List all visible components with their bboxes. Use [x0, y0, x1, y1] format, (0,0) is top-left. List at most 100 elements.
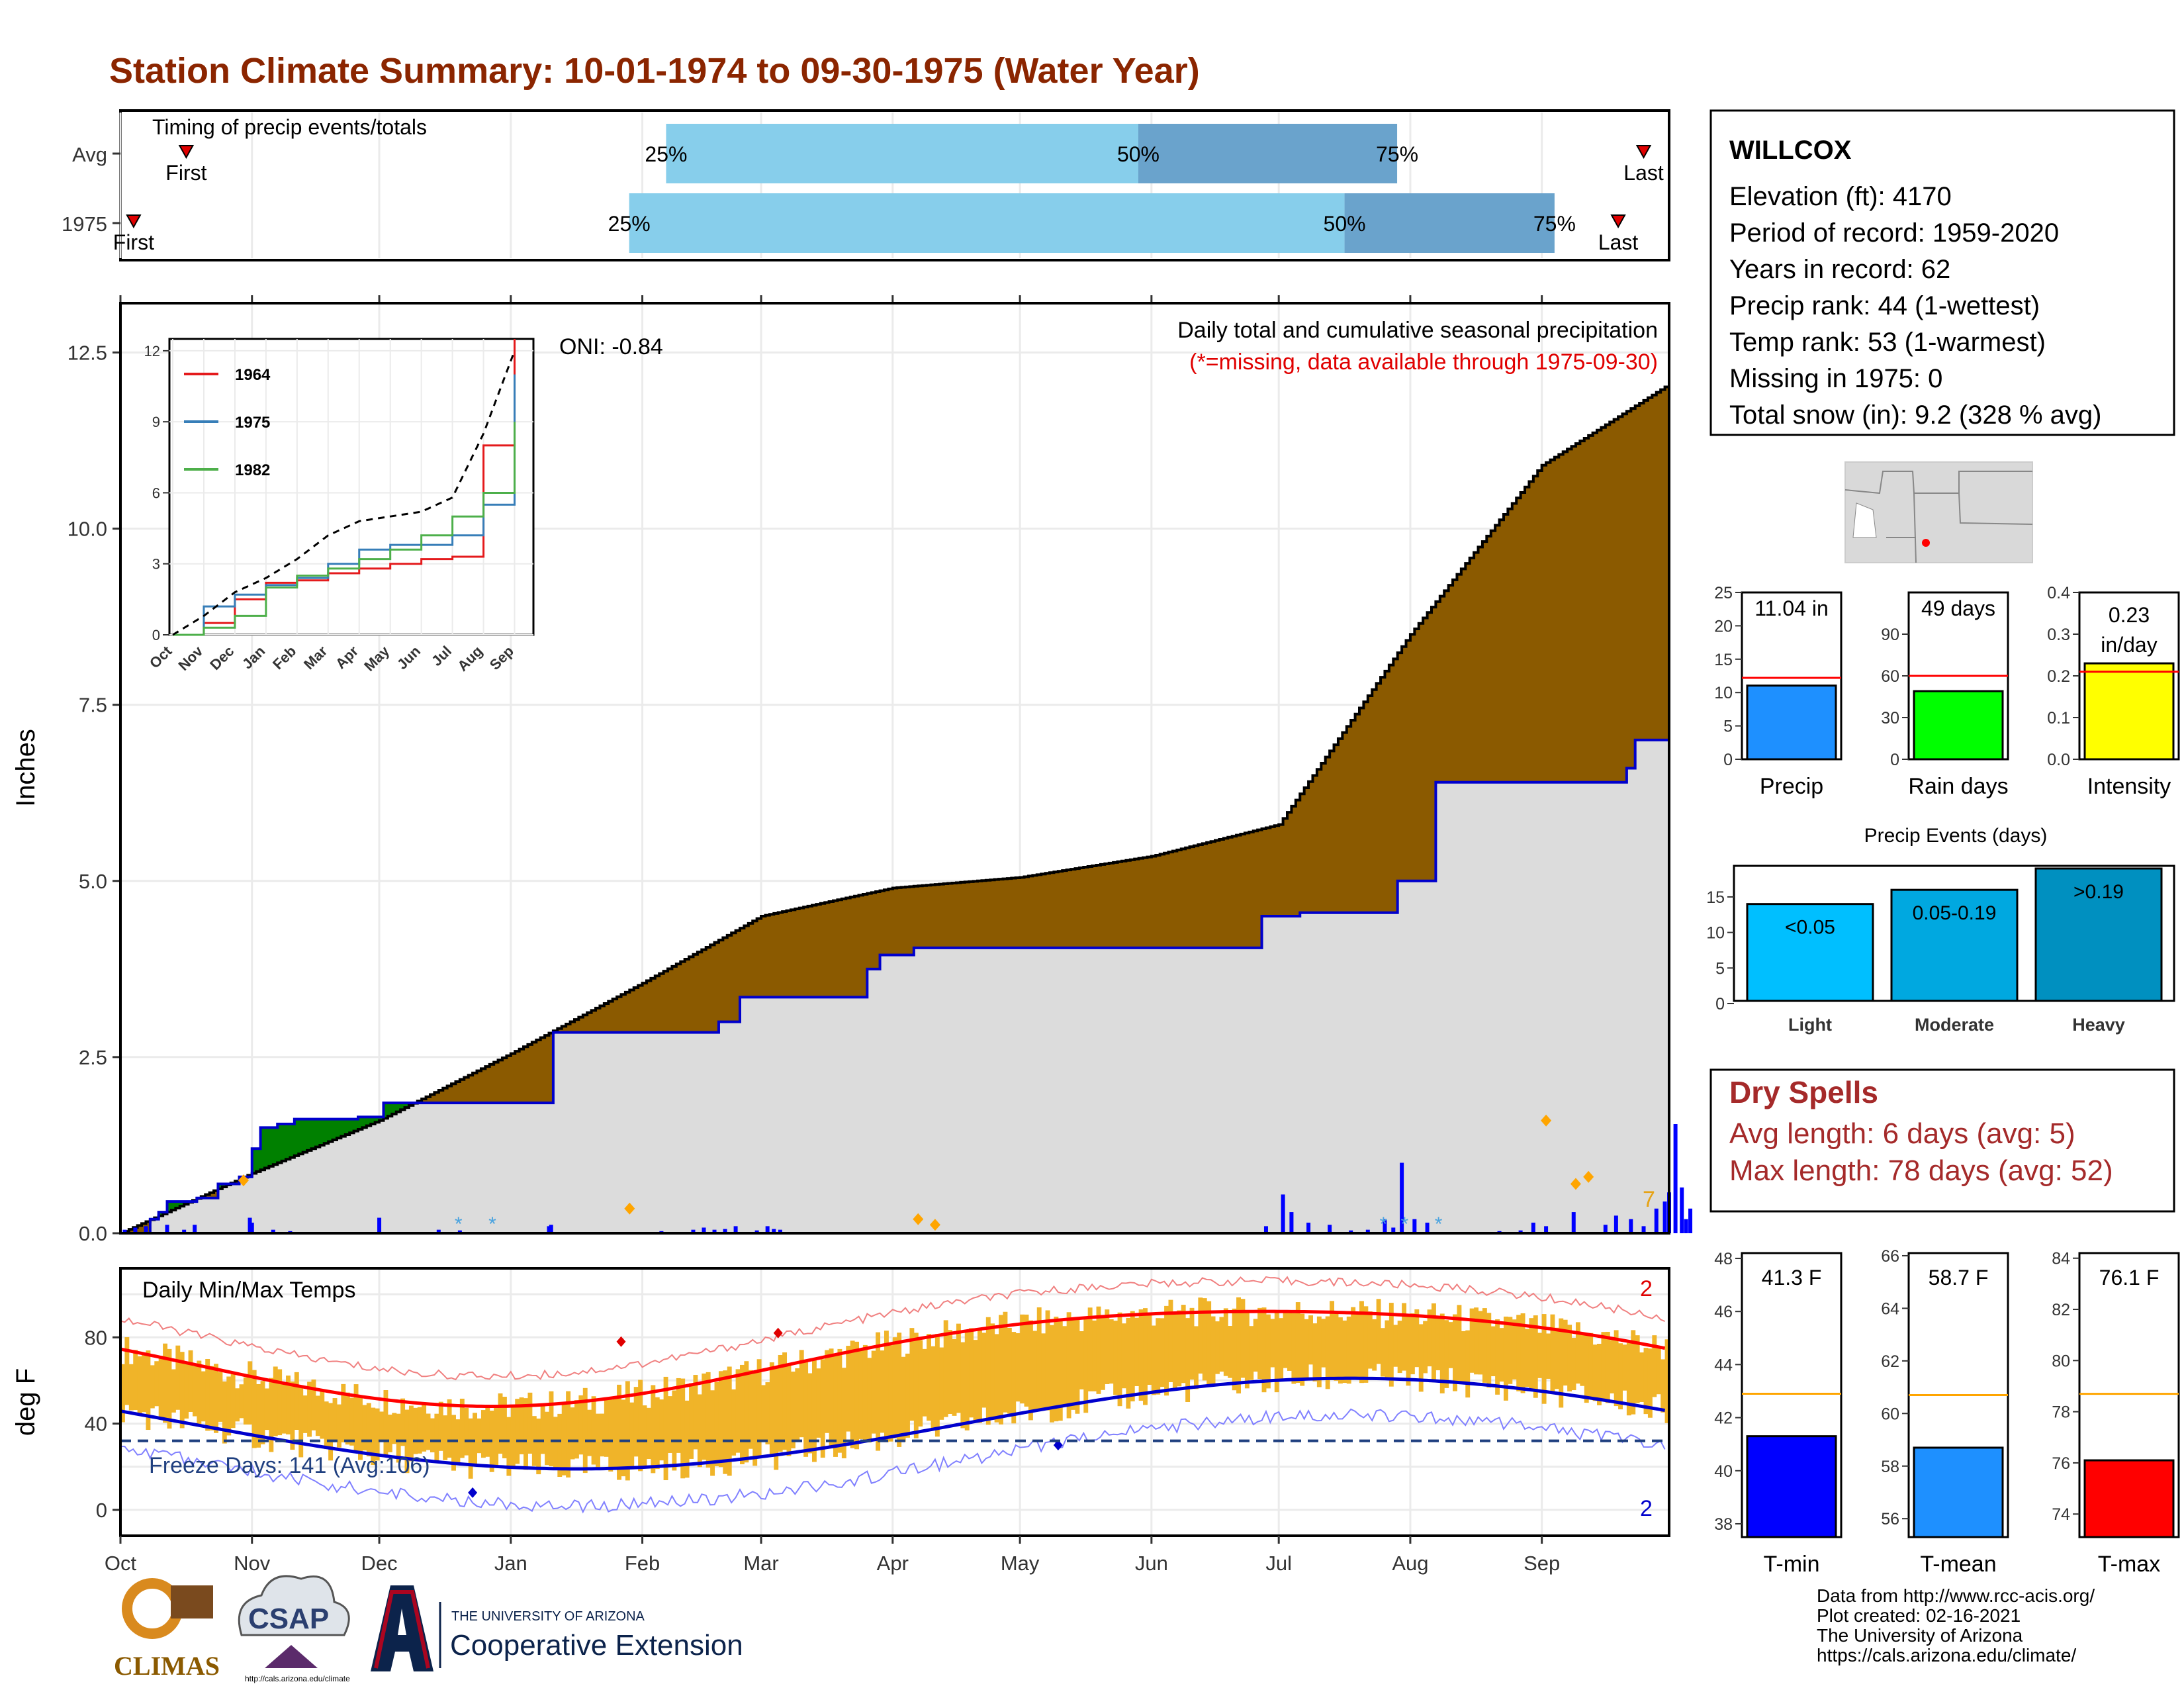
timing-50-75-bar — [1344, 193, 1555, 253]
below-avg-deficit-area — [124, 387, 1670, 1233]
summary-bar-name: Rain days — [1908, 774, 2008, 799]
daily-temp-bar — [290, 1382, 295, 1450]
daily-temp-bar — [1537, 1333, 1543, 1378]
daily-temp-bar — [375, 1408, 380, 1461]
daily-temp-bar — [561, 1403, 567, 1476]
daily-temp-bar — [1550, 1314, 1555, 1392]
precip-y-tick-label: 0.0 — [79, 1222, 107, 1245]
summary-bar-chart: 0 5 10 15 20 25 11.04 in Precip — [1714, 584, 1843, 799]
precip-corner-count: 7 — [1643, 1187, 1655, 1212]
daily-temp-bar — [1232, 1308, 1237, 1391]
summary-y-tick-label: 0.2 — [2047, 667, 2070, 686]
daily-precip-bar — [1684, 1219, 1688, 1233]
daily-temp-bar — [1138, 1309, 1144, 1401]
daily-temp-bar — [417, 1407, 422, 1454]
daily-precip-bar — [165, 1225, 169, 1233]
daily-temp-bar — [1007, 1327, 1012, 1414]
page-title: Station Climate Summary: 10-01-1974 to 0… — [109, 51, 1200, 91]
daily-temp-bar — [1367, 1311, 1373, 1369]
dry-spells-max: Max length: 78 days (avg: 52) — [1729, 1154, 2113, 1187]
daily-temp-bar — [1325, 1316, 1330, 1389]
temp-summary-value-label: 41.3 F — [1762, 1266, 1822, 1289]
daily-temp-bar — [943, 1320, 948, 1417]
daily-temp-bar — [192, 1366, 197, 1417]
daily-temp-bar — [1372, 1319, 1377, 1371]
last-event-label: Last — [1598, 230, 1639, 254]
daily-temp-bar — [175, 1345, 181, 1410]
daily-temp-bar — [264, 1388, 269, 1430]
daily-temp-bar — [1482, 1308, 1487, 1383]
daily-temp-bar — [1228, 1326, 1233, 1378]
daily-precip-bar — [733, 1226, 738, 1233]
daily-temp-bar — [243, 1377, 248, 1425]
daily-temp-bar — [506, 1417, 512, 1476]
daily-temp-bar — [1486, 1313, 1492, 1388]
daily-temp-bar — [880, 1350, 885, 1433]
daily-temp-bar — [328, 1403, 334, 1461]
summary-bar-name: Precip — [1760, 774, 1823, 799]
events-y-tick-label: 15 — [1706, 888, 1725, 907]
map-state-borders — [1844, 471, 2033, 563]
daily-precip-bar — [1281, 1194, 1285, 1233]
month-tick-label: Oct — [105, 1552, 137, 1575]
daily-temp-bar — [345, 1392, 350, 1445]
dry-spells-title: Dry Spells — [1729, 1075, 1878, 1109]
daily-temp-bar — [1075, 1319, 1080, 1414]
daily-precip-bar — [144, 1226, 148, 1233]
daily-temp-bar — [1427, 1309, 1432, 1367]
daily-temp-bar — [837, 1348, 842, 1453]
station-info-line: Total snow (in): 9.2 (328 % avg) — [1729, 400, 2101, 430]
daily-temp-bar — [434, 1413, 439, 1462]
daily-temp-bar — [1435, 1318, 1441, 1371]
daily-precip-bar — [765, 1226, 770, 1233]
daily-temp-bar — [1024, 1314, 1029, 1407]
daily-precip-bar — [702, 1227, 706, 1233]
inset-y-tick-label: 0 — [152, 627, 160, 643]
timing-row-label: 1975 — [62, 212, 107, 236]
daily-precip-bar — [1688, 1208, 1693, 1233]
month-tick-label: Jan — [494, 1552, 527, 1575]
precip-event-bar — [1746, 903, 1874, 1002]
daily-temp-bar — [1160, 1318, 1165, 1387]
temp-summary-y-tick-label: 58 — [1881, 1458, 1899, 1476]
daily-precip-bar — [1289, 1212, 1294, 1233]
daily-temp-bar — [1664, 1339, 1670, 1423]
dry-spells-avg: Avg length: 6 days (avg: 5) — [1729, 1117, 2075, 1150]
daily-temp-bar — [1249, 1326, 1254, 1380]
daily-temp-bar — [1388, 1303, 1394, 1387]
timing-row: Avg 25% 50% 75% First Last — [72, 124, 1664, 185]
daily-precip-bar — [1391, 1227, 1396, 1233]
daily-temp-bar — [294, 1372, 299, 1430]
daily-temp-bar — [480, 1410, 486, 1458]
daily-temp-bar — [1643, 1348, 1649, 1415]
footer-line: The University of Arizona — [1817, 1625, 2023, 1646]
daily-temp-bar — [1308, 1315, 1313, 1365]
temp-summary-y-tick-label: 76 — [2052, 1454, 2070, 1473]
daily-temp-bar — [756, 1359, 762, 1456]
daily-temp-bar — [260, 1381, 265, 1444]
daily-temp-bar — [1359, 1301, 1364, 1383]
temp-summary-name: T-mean — [1920, 1552, 1996, 1577]
first-event-label: First — [165, 161, 206, 185]
daily-temp-bar — [778, 1354, 783, 1452]
daily-temp-bar — [1444, 1320, 1449, 1388]
summary-bar-chart: 0.0 0.1 0.2 0.3 0.4 0.23 in/day Intensity — [2047, 584, 2180, 799]
daily-temp-bar — [1414, 1309, 1420, 1368]
station-name: WILLCOX — [1729, 136, 1852, 165]
precip-events-chart: Precip Events (days) 0 5 10 15 <0.05 Light 0.05… — [1706, 825, 2175, 1035]
daily-temp-bar — [655, 1397, 660, 1470]
summary-y-tick-label: 5 — [1723, 718, 1733, 736]
daily-temp-bar — [596, 1413, 600, 1470]
daily-temp-bar — [1439, 1313, 1445, 1393]
precip-events-title: Precip Events (days) — [1864, 825, 2048, 847]
daily-temp-bar — [1584, 1333, 1589, 1403]
daily-temp-bar — [396, 1413, 401, 1463]
daily-temp-bar — [1431, 1303, 1436, 1383]
temp-y-label: deg F — [11, 1368, 40, 1436]
daily-temp-bar — [1546, 1333, 1551, 1379]
daily-temp-bar — [752, 1372, 758, 1466]
daily-temp-bar — [1062, 1326, 1068, 1407]
daily-precip-bar — [1400, 1162, 1404, 1233]
daily-temp-bar — [1291, 1313, 1297, 1384]
daily-temp-bar — [1474, 1307, 1479, 1375]
